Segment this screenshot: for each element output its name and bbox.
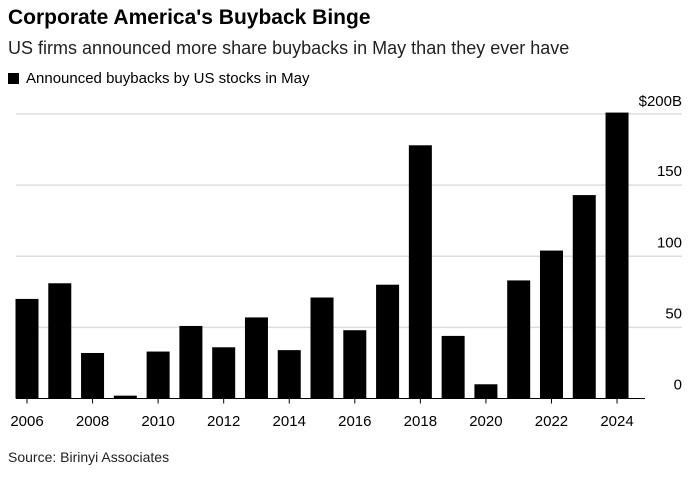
bar-2017 bbox=[376, 284, 400, 399]
x-tick-label: 2012 bbox=[207, 413, 240, 430]
bar-2018 bbox=[408, 145, 432, 399]
bar-2011 bbox=[179, 325, 203, 399]
x-tick-label: 2024 bbox=[600, 413, 633, 430]
legend-swatch bbox=[8, 73, 19, 84]
x-tick-label: 2008 bbox=[76, 413, 109, 430]
bar-2006 bbox=[15, 298, 39, 399]
bar-2012 bbox=[212, 347, 236, 399]
chart-title: Corporate America's Buyback Binge bbox=[8, 6, 371, 29]
bar-2014 bbox=[277, 350, 301, 399]
bar-2008 bbox=[81, 352, 105, 399]
bar-2023 bbox=[572, 195, 596, 399]
bar-2009 bbox=[113, 395, 137, 399]
bar-2016 bbox=[343, 330, 367, 399]
chart-subtitle: US firms announced more share buybacks i… bbox=[8, 38, 570, 58]
x-tick-label: 2020 bbox=[469, 413, 502, 430]
y-tick-label: 150 bbox=[657, 163, 682, 180]
x-tick-label: 2018 bbox=[404, 413, 437, 430]
legend-label: Announced buybacks by US stocks in May bbox=[26, 70, 310, 87]
x-tick-label: 2010 bbox=[141, 413, 174, 430]
source-note: Source: Birinyi Associates bbox=[8, 449, 170, 465]
x-tick-label: 2022 bbox=[535, 413, 568, 430]
y-tick-label: $200B bbox=[639, 93, 682, 110]
bar-2007 bbox=[48, 283, 72, 399]
x-tick-label: 2014 bbox=[273, 413, 306, 430]
y-tick-label: 50 bbox=[665, 305, 682, 322]
bar-2022 bbox=[539, 250, 563, 399]
bar-2019 bbox=[441, 335, 465, 399]
y-tick-label: 0 bbox=[674, 377, 682, 394]
bar-2013 bbox=[244, 317, 268, 399]
bar-2020 bbox=[474, 384, 498, 399]
bar-2021 bbox=[507, 280, 531, 399]
x-tick-label: 2006 bbox=[10, 413, 43, 430]
bar-2015 bbox=[310, 297, 334, 399]
bar-2024 bbox=[605, 112, 629, 399]
legend: Announced buybacks by US stocks in May bbox=[8, 70, 309, 87]
y-tick-label: 100 bbox=[657, 234, 682, 251]
x-tick-label: 2016 bbox=[338, 413, 371, 430]
bar-2010 bbox=[146, 351, 170, 399]
